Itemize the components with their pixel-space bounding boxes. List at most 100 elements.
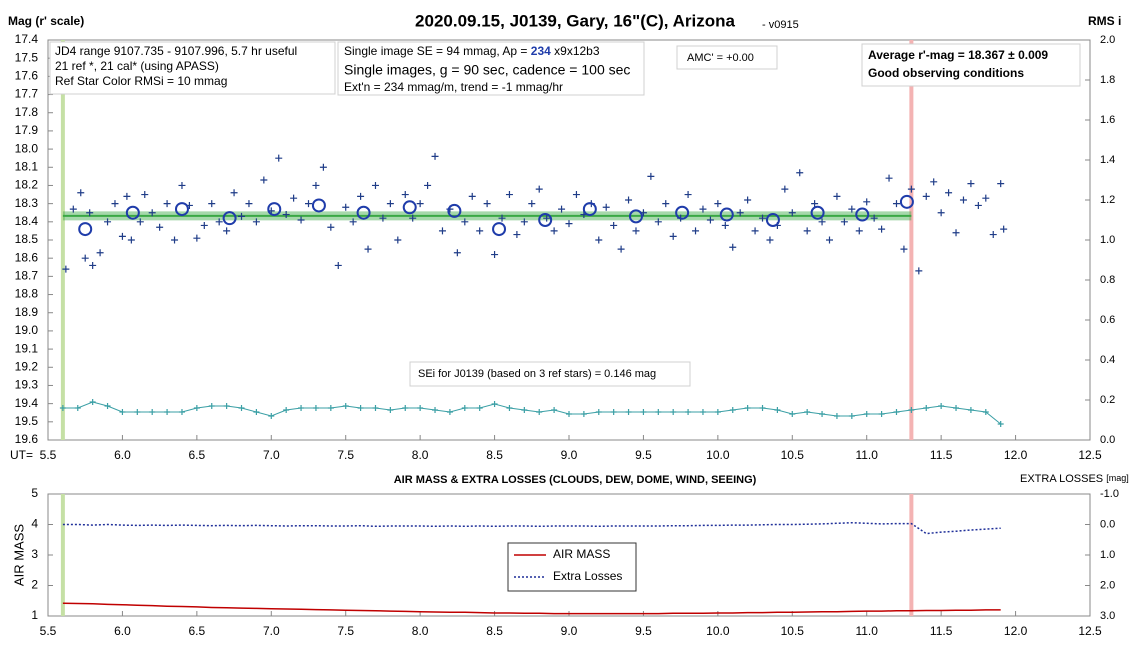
x-tick-label: 10.5	[781, 624, 805, 638]
y-axis-label: AIR MASS	[11, 524, 26, 586]
rms-point	[819, 411, 826, 417]
rms-point	[461, 405, 468, 411]
x-tick-label: 12.5	[1078, 624, 1102, 638]
rms-point	[327, 405, 334, 411]
measurement	[468, 192, 476, 200]
measurement	[379, 214, 387, 222]
rms-point	[893, 409, 900, 415]
rms-point	[491, 401, 498, 407]
plots: 5.5 6.0 6.5 7.0 7.5 8.0 8.5 9.0 9.5 10.0 10.5 11.0 1…	[15, 32, 1119, 638]
x-tick-label: 7.0	[263, 624, 280, 638]
chart-subtitle: - v0915	[762, 19, 799, 31]
x-tick-label: 5.5	[40, 624, 57, 638]
measurement	[416, 200, 424, 208]
y2-tick-label: 1.0	[1100, 234, 1115, 246]
rms-point	[446, 409, 453, 415]
measurement	[69, 205, 77, 213]
measurement	[431, 152, 439, 160]
legend-label: Extra Losses	[553, 569, 622, 583]
y-tick-label: 3	[31, 547, 38, 561]
measurement	[632, 227, 640, 235]
measurement	[870, 214, 878, 222]
measurement	[327, 223, 335, 231]
measurement	[543, 214, 551, 222]
measurement	[319, 163, 327, 171]
x-tick-label: 10.0	[706, 448, 730, 462]
rms-point	[104, 403, 111, 409]
annotation: 21 ref *, 21 cal* (using APASS)	[55, 59, 219, 73]
y-tick-label: 18.7	[15, 269, 39, 283]
y-tick-label: 18.1	[15, 159, 39, 173]
measurement	[62, 265, 70, 273]
x-tick-label: 7.0	[263, 448, 280, 462]
measurement	[617, 245, 625, 253]
x-tick-label: 12.0	[1004, 448, 1028, 462]
y-tick-label: 19.3	[15, 378, 39, 392]
measurement	[654, 218, 662, 226]
rms-point	[833, 413, 840, 419]
measurement	[937, 209, 945, 217]
measurement	[136, 218, 144, 226]
rms-point	[387, 407, 394, 413]
y-tick-label: 17.7	[15, 87, 39, 101]
x-tick-label: 9.0	[561, 624, 578, 638]
measurement	[193, 234, 201, 242]
annotation-box	[49, 41, 336, 95]
measurement	[230, 189, 238, 197]
annotation: AMC' = +0.00	[687, 52, 754, 64]
y2-axis-label-main: EXTRA LOSSES	[1020, 473, 1103, 485]
bin-mean	[125, 205, 140, 220]
rms-point	[744, 405, 751, 411]
y-tick-label: 19.5	[15, 414, 39, 428]
y-tick-label: 18.6	[15, 250, 39, 264]
rms-point	[298, 405, 305, 411]
x-tick-label: 8.0	[412, 448, 429, 462]
measurement	[982, 194, 990, 202]
x-tick-label: 8.5	[486, 624, 503, 638]
measurement	[96, 249, 104, 257]
measurement	[156, 223, 164, 231]
rms-point	[953, 405, 960, 411]
measurement	[833, 192, 841, 200]
rms-point	[804, 409, 811, 415]
rms-point	[625, 409, 632, 415]
bin-mean	[899, 194, 914, 209]
x-tick-label: 8.5	[486, 448, 503, 462]
annotation-box	[861, 43, 1081, 87]
measurement	[223, 227, 231, 235]
y-tick-label: 19.0	[15, 323, 39, 337]
chart-title: AIR MASS & EXTRA LOSSES (CLOUDS, DEW, DO…	[394, 474, 757, 486]
bin-mean	[765, 213, 780, 227]
measurement	[453, 249, 461, 257]
rms-point	[908, 407, 915, 413]
measurement	[602, 203, 610, 211]
measurement	[171, 236, 179, 244]
x-tick-label: 6.0	[114, 624, 131, 638]
x-tick-label: 11.5	[930, 624, 953, 638]
rms-point	[938, 403, 945, 409]
bin-mean	[810, 205, 825, 220]
measurement	[409, 214, 417, 222]
annotation: Ref Star Color RMSi = 10 mmag	[55, 74, 227, 88]
measurement	[721, 221, 729, 229]
measurement	[759, 214, 767, 222]
measurement	[81, 254, 89, 262]
rms-point	[566, 411, 572, 417]
measurement	[491, 251, 499, 259]
rms-point	[59, 405, 66, 411]
legend-box	[507, 542, 637, 592]
y-tick-label: 18.8	[15, 287, 39, 301]
y2-tick-label: 0.6	[1100, 314, 1115, 326]
x-tick-label: 6.5	[189, 624, 206, 638]
measurement	[647, 172, 655, 180]
measurement	[811, 200, 819, 208]
measurement	[781, 185, 789, 193]
bin-mean	[538, 213, 553, 227]
rms-point	[536, 409, 543, 415]
y2-tick-label: 1.6	[1100, 114, 1115, 126]
rms-point	[610, 409, 617, 415]
rms-point	[729, 407, 736, 413]
measurement	[208, 200, 216, 208]
bin-mean	[267, 202, 282, 217]
